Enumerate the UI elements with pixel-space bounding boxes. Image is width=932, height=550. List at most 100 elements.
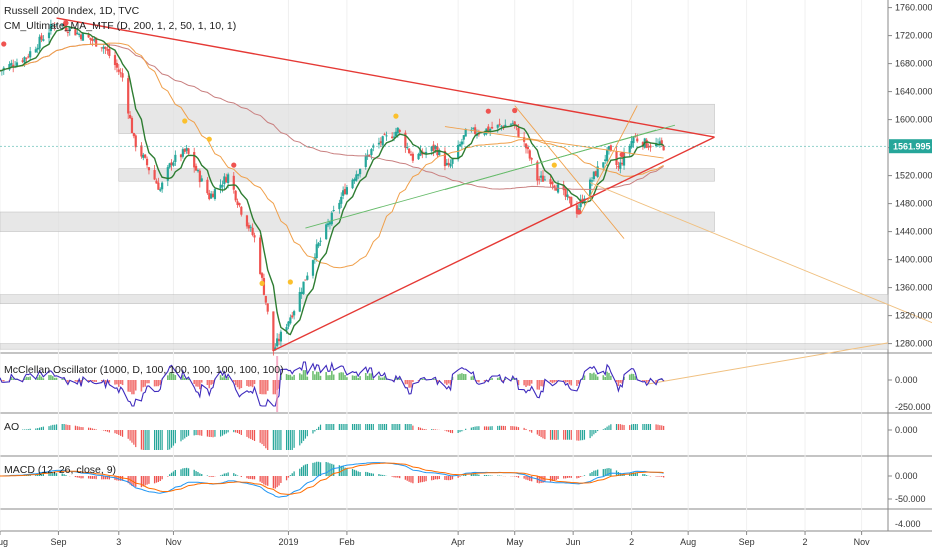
x-tick-label: Nov bbox=[165, 537, 182, 547]
candle-body bbox=[602, 162, 605, 168]
x-tick-label: 2019 bbox=[278, 537, 298, 547]
candle-body bbox=[636, 138, 639, 142]
candle-body bbox=[483, 132, 486, 135]
candle-body bbox=[551, 182, 554, 185]
candle-body bbox=[621, 162, 624, 165]
candle-body bbox=[8, 64, 11, 70]
candle-body bbox=[100, 47, 103, 49]
candle-body bbox=[144, 154, 147, 158]
candle-body bbox=[210, 193, 213, 199]
candle-body bbox=[134, 135, 137, 148]
y-tick-label: 1440.000 bbox=[895, 227, 932, 237]
macd-signal-line bbox=[0, 462, 664, 495]
candle-body bbox=[566, 194, 569, 198]
candle-body bbox=[285, 327, 288, 331]
candle-body bbox=[528, 150, 531, 159]
candle-body bbox=[225, 177, 228, 183]
candle-body bbox=[568, 196, 571, 199]
candle-body bbox=[38, 36, 41, 49]
y-tick-label: -4.000 bbox=[895, 519, 921, 529]
candle-body bbox=[509, 124, 513, 126]
candle-body bbox=[575, 205, 579, 214]
candle-body bbox=[115, 62, 118, 68]
signal-dot bbox=[206, 136, 212, 142]
candle-body bbox=[385, 135, 388, 137]
candle-body bbox=[253, 235, 256, 238]
candle-body bbox=[223, 176, 226, 185]
candle-body bbox=[536, 161, 539, 181]
signal-dot bbox=[1, 41, 7, 47]
candle-body bbox=[121, 73, 124, 78]
support-zone bbox=[0, 294, 889, 304]
support-zone bbox=[0, 211, 715, 232]
candle-body bbox=[660, 140, 663, 145]
macd-line bbox=[0, 462, 664, 498]
candle-body bbox=[23, 57, 26, 63]
candle-body bbox=[302, 281, 305, 294]
candle-body bbox=[198, 170, 201, 183]
y-tick-label: 1760.000 bbox=[895, 3, 932, 13]
candle-body bbox=[330, 212, 333, 225]
candle-body bbox=[562, 184, 565, 191]
candle-body bbox=[272, 311, 275, 352]
candle-body bbox=[604, 159, 607, 162]
candle-body bbox=[355, 174, 358, 181]
candle-body bbox=[579, 199, 582, 208]
candle-body bbox=[409, 154, 413, 156]
candle-body bbox=[457, 144, 460, 160]
candle-body bbox=[609, 145, 612, 151]
candle-body bbox=[383, 134, 386, 136]
candle-body bbox=[166, 167, 169, 181]
y-tick-label: -50.000 bbox=[895, 494, 926, 504]
candle-body bbox=[404, 132, 407, 148]
candle-body bbox=[391, 136, 394, 139]
candle-body bbox=[628, 145, 631, 153]
candle-body bbox=[170, 162, 173, 166]
candle-body bbox=[438, 150, 441, 155]
x-tick-label: Aug bbox=[0, 537, 8, 547]
candle-body bbox=[641, 142, 645, 147]
candle-body bbox=[449, 164, 452, 167]
candle-body bbox=[264, 295, 267, 303]
candle-body bbox=[315, 244, 318, 259]
candle-body bbox=[615, 151, 618, 165]
candle-body bbox=[570, 197, 573, 207]
candle-body bbox=[472, 127, 475, 129]
signal-dot bbox=[182, 118, 188, 124]
candle-body bbox=[617, 166, 620, 168]
candle-body bbox=[276, 338, 279, 347]
y-tick-label: 1600.000 bbox=[895, 115, 932, 125]
candle-body bbox=[25, 57, 28, 59]
candle-body bbox=[81, 32, 85, 41]
candle-body bbox=[489, 128, 492, 131]
y-tick-label: 1280.000 bbox=[895, 339, 932, 349]
x-tick-label: Jun bbox=[566, 537, 581, 547]
candle-body bbox=[172, 162, 175, 166]
candle-body bbox=[155, 180, 158, 184]
candle-body bbox=[113, 55, 117, 66]
candle-body bbox=[504, 124, 507, 127]
signal-dot bbox=[63, 20, 69, 26]
candle-body bbox=[596, 166, 599, 177]
candle-body bbox=[240, 206, 243, 215]
candle-body bbox=[79, 34, 83, 40]
candle-body bbox=[370, 149, 373, 156]
candle-body bbox=[632, 137, 635, 144]
candle-body bbox=[64, 24, 68, 31]
candle-body bbox=[343, 189, 347, 195]
x-tick-label: Sep bbox=[50, 537, 66, 547]
signal-dot bbox=[259, 280, 265, 286]
candle-body bbox=[104, 47, 107, 49]
candle-body bbox=[185, 147, 188, 151]
candle-body bbox=[232, 175, 235, 190]
candle-body bbox=[55, 23, 58, 25]
candle-body bbox=[10, 62, 13, 66]
candle-body bbox=[351, 179, 354, 189]
candle-body bbox=[524, 143, 528, 149]
candle-body bbox=[42, 39, 45, 41]
ma-fast-line bbox=[0, 25, 665, 336]
candle-body bbox=[61, 23, 64, 25]
candle-body bbox=[590, 180, 594, 182]
